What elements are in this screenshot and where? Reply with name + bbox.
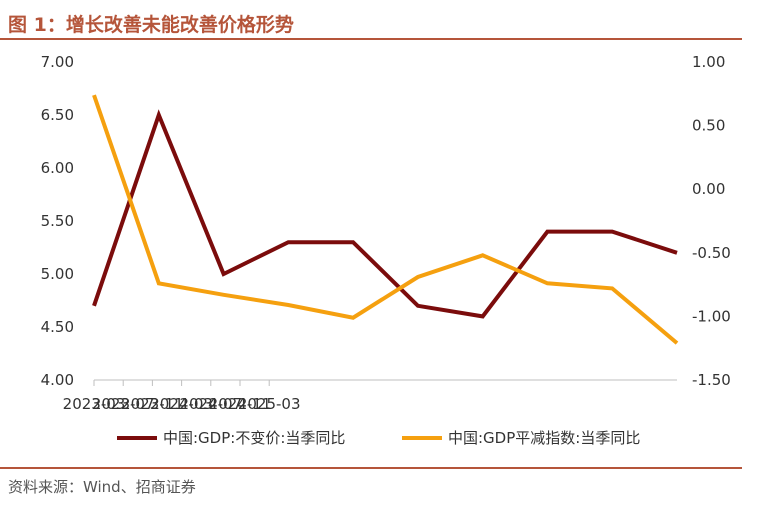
chart-axes: 2023-032023-072023-112024-032024-072024-… [41, 53, 731, 413]
legend-label: 中国:GDP:不变价:当季同比 [163, 429, 345, 447]
title-divider [0, 38, 742, 40]
x-tick-label: 2023-03 [63, 395, 126, 413]
left-y-tick-label: 4.00 [41, 371, 74, 389]
left-y-tick-label: 6.00 [41, 159, 74, 177]
left-y-tick-label: 7.00 [41, 53, 74, 71]
gdp-deflator-line [92, 94, 679, 345]
x-tick-label: 2023-07 [92, 395, 155, 413]
footer-divider [0, 467, 742, 469]
left-y-tick-label: 6.50 [41, 106, 74, 124]
x-tick-label: 2025-03 [238, 395, 301, 413]
legend-label: 中国:GDP平减指数:当季同比 [448, 429, 640, 447]
x-tick-label: 2023-11 [121, 395, 184, 413]
right-y-tick-label: 1.00 [692, 53, 725, 71]
x-tick-label: 2024-03 [150, 395, 213, 413]
chart-title: 图 1：增长改善未能改善价格形势 [8, 14, 294, 36]
chart-lines [92, 94, 679, 345]
right-y-tick-label: 0.00 [692, 180, 725, 198]
left-y-tick-label: 5.00 [41, 265, 74, 283]
source-note: 资料来源：Wind、招商证券 [8, 478, 196, 496]
right-y-tick-label: -0.50 [692, 244, 731, 262]
right-y-tick-label: 0.50 [692, 117, 725, 135]
left-y-tick-label: 5.50 [41, 212, 74, 230]
x-tick-label: 2024-07 [179, 395, 242, 413]
right-y-tick-label: -1.00 [692, 307, 731, 325]
left-y-tick-label: 4.50 [41, 318, 74, 336]
chart-legend: 中国:GDP:不变价:当季同比 中国:GDP平减指数:当季同比 [117, 429, 640, 447]
right-y-tick-label: -1.50 [692, 371, 731, 389]
gdp-real-growth-line [92, 109, 678, 319]
x-tick-label: 2024-11 [209, 395, 272, 413]
